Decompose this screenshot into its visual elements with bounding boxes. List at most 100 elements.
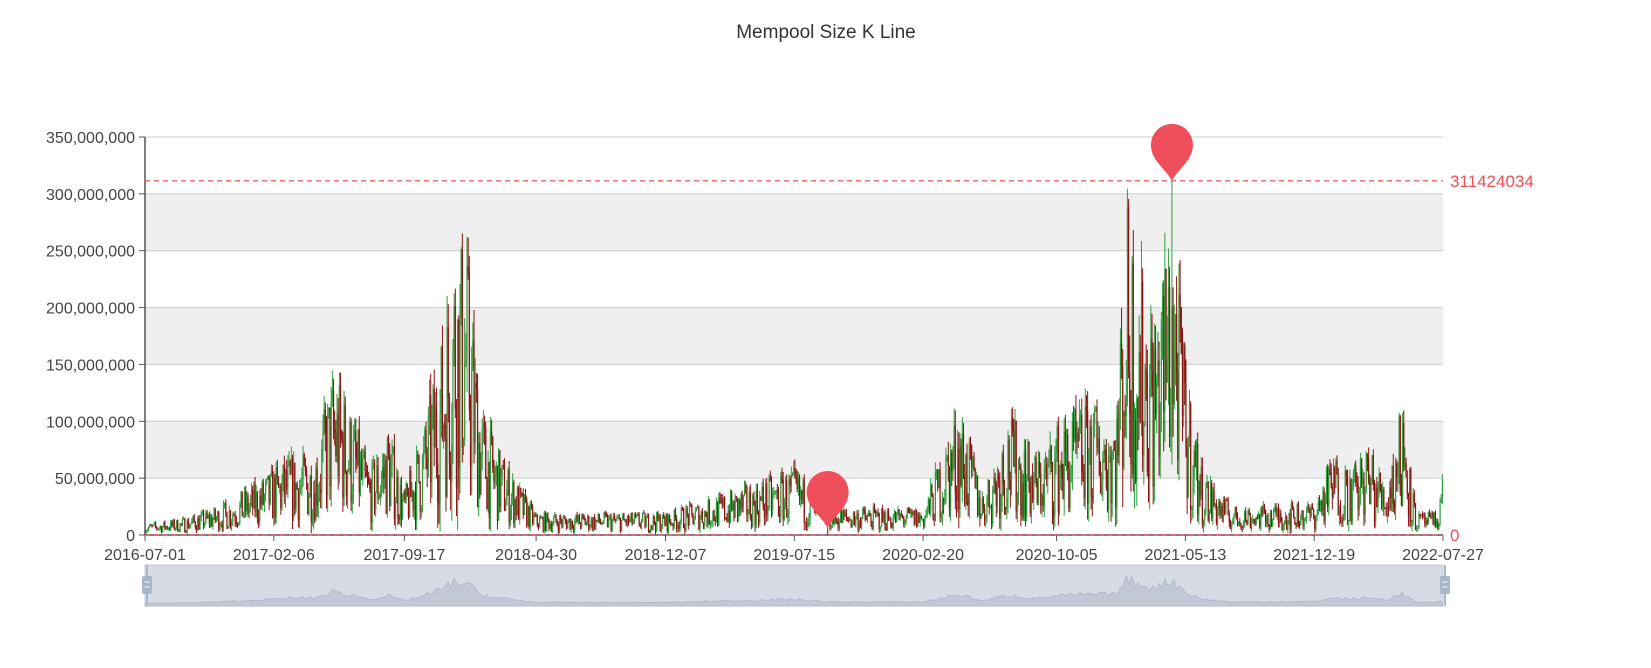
candle <box>1192 465 1194 519</box>
candle <box>1125 359 1127 440</box>
candle <box>1438 523 1440 531</box>
candle-body <box>493 467 495 482</box>
candle <box>928 498 931 515</box>
zoom-handle-left[interactable] <box>142 565 152 606</box>
candles-layer <box>144 180 1444 535</box>
candle-body <box>1074 409 1076 440</box>
candle-body <box>734 496 736 518</box>
candle <box>412 490 414 518</box>
candle-body <box>530 504 533 507</box>
candle-body <box>695 507 698 511</box>
data-zoom-slider[interactable] <box>142 564 1450 607</box>
candle-body <box>862 508 864 518</box>
candle-body <box>1076 433 1078 443</box>
candle-body <box>1322 491 1324 512</box>
candle <box>651 525 653 531</box>
candle-body <box>1143 424 1145 456</box>
candle-body <box>529 504 531 528</box>
candle <box>1394 456 1397 520</box>
candle-body <box>1075 409 1077 443</box>
candle-body <box>575 515 577 522</box>
candle <box>998 469 1000 488</box>
candle-body <box>1234 506 1236 515</box>
candle-body <box>190 523 192 526</box>
candle <box>1238 521 1240 526</box>
candle-body <box>434 407 436 448</box>
candle-body <box>884 512 886 527</box>
candle-body <box>1243 511 1246 524</box>
candle-body <box>731 491 733 510</box>
candle-body <box>1193 450 1195 480</box>
candle <box>1385 502 1387 517</box>
candle <box>681 506 684 511</box>
candle <box>1187 435 1189 499</box>
candle <box>1323 487 1325 526</box>
candle <box>1330 463 1332 489</box>
candle-body <box>683 509 685 528</box>
candle-body <box>1392 466 1394 504</box>
candle-body <box>686 508 688 514</box>
candle <box>611 518 613 532</box>
candle-body <box>146 529 148 532</box>
candle <box>432 384 434 430</box>
zoom-handle-right[interactable] <box>1440 565 1450 606</box>
candle <box>1289 508 1291 535</box>
candle-body <box>1029 482 1031 514</box>
candle-body <box>1412 493 1414 521</box>
candle <box>715 497 718 523</box>
candle-body <box>1289 513 1291 530</box>
candle-body <box>199 518 201 530</box>
candle-body <box>435 407 438 464</box>
candle <box>1074 407 1076 443</box>
candle <box>597 512 599 524</box>
candle-body <box>1013 431 1015 466</box>
candle <box>172 519 174 528</box>
candle-body <box>988 480 990 508</box>
candle-body <box>350 421 352 503</box>
candle-body <box>1298 524 1301 526</box>
candle <box>1355 460 1357 487</box>
candle <box>567 519 569 529</box>
candle-body <box>526 499 528 526</box>
candle-body <box>1370 480 1372 504</box>
candle <box>838 518 840 532</box>
candle <box>587 514 589 526</box>
candle <box>1165 268 1167 401</box>
candle-body <box>651 525 653 528</box>
candle-body <box>1222 499 1225 519</box>
candle-body <box>1078 417 1081 442</box>
candle-body <box>972 457 974 468</box>
candle-body <box>1117 417 1119 456</box>
candle-body <box>1082 471 1084 476</box>
candle <box>1399 415 1401 496</box>
candle-body <box>233 515 235 516</box>
candle-body <box>235 521 237 524</box>
candle <box>1188 389 1191 448</box>
candle-body <box>1431 512 1433 518</box>
candle-body <box>520 488 522 494</box>
candle <box>485 421 487 480</box>
candle <box>466 236 468 393</box>
candle <box>153 521 155 526</box>
candle <box>1308 504 1310 514</box>
candle <box>471 346 473 495</box>
candle <box>266 477 268 486</box>
candle <box>619 517 622 534</box>
candle-body <box>215 518 218 521</box>
candle-body <box>178 531 180 532</box>
candle-body <box>857 513 859 530</box>
candle-body <box>201 512 203 514</box>
candle <box>961 417 963 503</box>
candle <box>871 520 873 530</box>
candle-body <box>1007 440 1009 499</box>
candle-body <box>585 522 588 525</box>
candle-body <box>385 460 387 514</box>
candle-body <box>236 523 239 525</box>
candle-body <box>569 518 571 530</box>
candle-body <box>610 516 612 531</box>
candle-body <box>193 515 195 522</box>
candle <box>652 513 654 531</box>
candle-body <box>951 452 953 472</box>
candle-body <box>1329 468 1331 473</box>
candle <box>1153 323 1155 502</box>
